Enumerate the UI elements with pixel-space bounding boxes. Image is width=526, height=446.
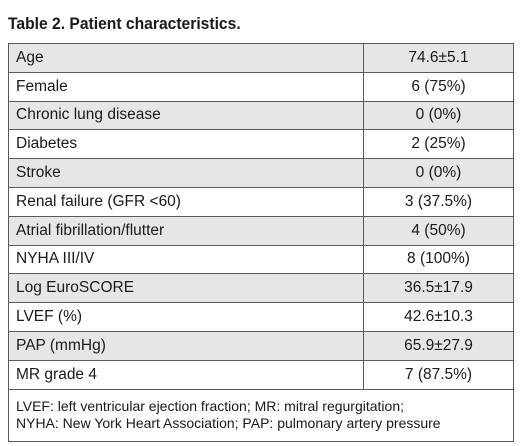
- footnote-line-2: NYHA: New York Heart Association; PAP: p…: [16, 415, 441, 432]
- row-label: Female: [8, 71, 364, 102]
- row-value: 0 (0%): [363, 100, 514, 131]
- row-label: Atrial fibrillation/flutter: [8, 215, 364, 246]
- row-label: Log EuroSCORE: [8, 273, 364, 304]
- row-label: NYHA III/IV: [8, 244, 364, 275]
- table-row: PAP (mmHg) 65.9±27.9: [8, 330, 514, 361]
- table-row: Chronic lung disease 0 (0%): [8, 100, 514, 131]
- row-value: 6 (75%): [363, 71, 514, 102]
- footnote-line-1: LVEF: left ventricular ejection fraction…: [16, 398, 405, 415]
- row-value: 7 (87.5%): [363, 359, 514, 390]
- row-value: 3 (37.5%): [363, 186, 514, 217]
- table-row: MR grade 4 7 (87.5%): [8, 359, 514, 390]
- table-row: Diabetes 2 (25%): [8, 129, 514, 160]
- row-value: 42.6±10.3: [363, 302, 514, 332]
- table-row: Atrial fibrillation/flutter 4 (50%): [8, 215, 514, 246]
- row-value: 74.6±5.1: [363, 43, 514, 73]
- row-label: Renal failure (GFR <60): [8, 186, 364, 217]
- row-label: MR grade 4: [8, 359, 364, 390]
- row-value: 0 (0%): [363, 158, 514, 188]
- row-label: Diabetes: [8, 129, 364, 160]
- row-value: 36.5±17.9: [363, 273, 514, 304]
- row-label: Age: [8, 43, 364, 73]
- table-row: LVEF (%) 42.6±10.3: [8, 302, 514, 332]
- table-row: Age 74.6±5.1: [8, 43, 514, 73]
- row-value: 2 (25%): [363, 129, 514, 160]
- row-label: PAP (mmHg): [8, 330, 364, 361]
- table-row: Renal failure (GFR <60) 3 (37.5%): [8, 186, 514, 217]
- row-label: Chronic lung disease: [8, 100, 364, 131]
- table-row: Stroke 0 (0%): [8, 158, 514, 188]
- row-value: 65.9±27.9: [363, 330, 514, 361]
- row-label: Stroke: [8, 158, 364, 188]
- patient-characteristics-table: Age 74.6±5.1 Female 6 (75%) Chronic lung…: [8, 43, 514, 442]
- table-title: Table 2. Patient characteristics.: [8, 14, 241, 33]
- table-row: NYHA III/IV 8 (100%): [8, 244, 514, 275]
- table-footnote: LVEF: left ventricular ejection fraction…: [8, 388, 514, 442]
- row-label: LVEF (%): [8, 302, 364, 332]
- row-value: 4 (50%): [363, 215, 514, 246]
- row-value: 8 (100%): [363, 244, 514, 275]
- table-row: Female 6 (75%): [8, 71, 514, 102]
- table-row: Log EuroSCORE 36.5±17.9: [8, 273, 514, 304]
- table-footnote-row: LVEF: left ventricular ejection fraction…: [8, 388, 514, 442]
